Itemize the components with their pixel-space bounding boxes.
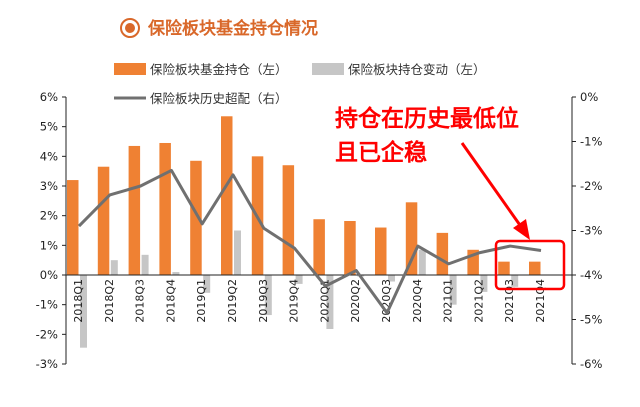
bar-holding	[282, 165, 295, 275]
bar-change	[449, 275, 457, 305]
category-label: 2021Q2	[472, 279, 485, 323]
category-label: 2021Q1	[442, 279, 455, 323]
left-tick-label: -2%	[36, 327, 58, 341]
left-tick-label: -3%	[36, 357, 58, 371]
category-label: 2018Q1	[72, 279, 85, 323]
category-label: 2019Q2	[226, 279, 239, 323]
bar-holding	[405, 202, 418, 275]
bar-holding	[67, 180, 79, 275]
category-label: 2019Q1	[195, 279, 208, 323]
category-label: 2019Q4	[288, 279, 301, 323]
annotation-line2: 且已企稳	[335, 139, 427, 166]
category-label: 2021Q3	[503, 279, 516, 323]
series-holding-bars	[67, 116, 541, 276]
right-tick-label: 0%	[580, 90, 598, 104]
annotation-arrow	[460, 142, 530, 240]
right-tick-label: -6%	[580, 357, 602, 371]
bar-change	[418, 249, 426, 275]
bar-change	[141, 254, 149, 275]
right-tick-label: -2%	[580, 179, 602, 193]
category-label: 2020Q3	[380, 279, 393, 323]
category-label: 2020Q4	[411, 279, 424, 323]
series-change-bars	[80, 230, 519, 348]
bar-change	[80, 275, 87, 348]
right-tick-label: -3%	[580, 224, 602, 238]
bar-holding	[159, 142, 171, 275]
bar-holding	[190, 160, 202, 275]
bar-holding	[344, 221, 356, 275]
legend-label-holding: 保险板块基金持仓（左）	[150, 62, 288, 77]
category-label: 2020Q2	[349, 279, 362, 323]
right-tick-label: -4%	[580, 268, 602, 282]
left-axis-ticks: 6% 5% 4% 3% 2% 1% 0% -1% -2% -3%	[36, 90, 66, 371]
category-label: 2018Q3	[134, 279, 147, 323]
left-tick-label: 2%	[40, 209, 58, 223]
left-tick-label: 3%	[40, 179, 58, 193]
category-label: 2018Q4	[164, 279, 177, 323]
bar-change	[203, 275, 211, 293]
bar-holding	[375, 227, 387, 275]
right-axis-ticks: 0% -1% -2% -3% -4% -5% -6%	[572, 90, 602, 371]
chart-title: 保险板块基金持仓情况	[147, 18, 318, 39]
bar-holding	[313, 219, 325, 275]
title-bullet-icon	[120, 18, 140, 38]
category-label: 2018Q2	[103, 279, 116, 323]
bar-change	[480, 275, 488, 292]
bar-holding	[221, 116, 233, 276]
left-tick-label: 1%	[40, 238, 58, 252]
bar-holding	[529, 261, 541, 275]
left-tick-label: 4%	[40, 149, 58, 163]
annotation-highlight-box	[494, 239, 566, 291]
left-tick-label: 5%	[40, 120, 58, 134]
category-labels: 2018Q1 2018Q2 2018Q3 2018Q4 2019Q1 2019Q2 2019…	[72, 279, 547, 323]
category-label: 2019Q3	[257, 279, 270, 323]
bar-change	[110, 260, 118, 275]
annotation-line1: 持仓在历史最低位	[335, 105, 519, 132]
category-label: 2021Q4	[534, 279, 547, 323]
bar-change	[264, 275, 272, 316]
legend-swatch-holding	[114, 63, 146, 75]
series-excess-line	[77, 168, 542, 315]
legend-label-excess: 保险板块历史超配（右）	[150, 91, 288, 106]
bar-holding	[467, 249, 479, 275]
left-tick-label: -1%	[36, 298, 58, 312]
bar-change	[388, 275, 395, 282]
legend-label-change: 保险板块持仓变动（左）	[348, 62, 486, 77]
bar-holding	[436, 232, 449, 275]
category-label: 2020Q1	[318, 279, 331, 323]
bar-holding	[498, 261, 510, 275]
bar-holding	[97, 166, 110, 275]
legend-swatch-change	[312, 63, 344, 75]
bar-change	[234, 230, 241, 275]
bar-change	[295, 275, 303, 284]
line-excess-path	[77, 168, 542, 315]
bar-change	[511, 275, 519, 287]
right-tick-label: -5%	[580, 313, 602, 327]
bar-change	[326, 275, 334, 329]
bar-holding	[128, 145, 141, 275]
bar-change	[172, 272, 180, 275]
left-tick-label: 6%	[40, 90, 58, 104]
right-tick-label: -1%	[580, 135, 602, 149]
left-tick-label: 0%	[40, 268, 58, 282]
